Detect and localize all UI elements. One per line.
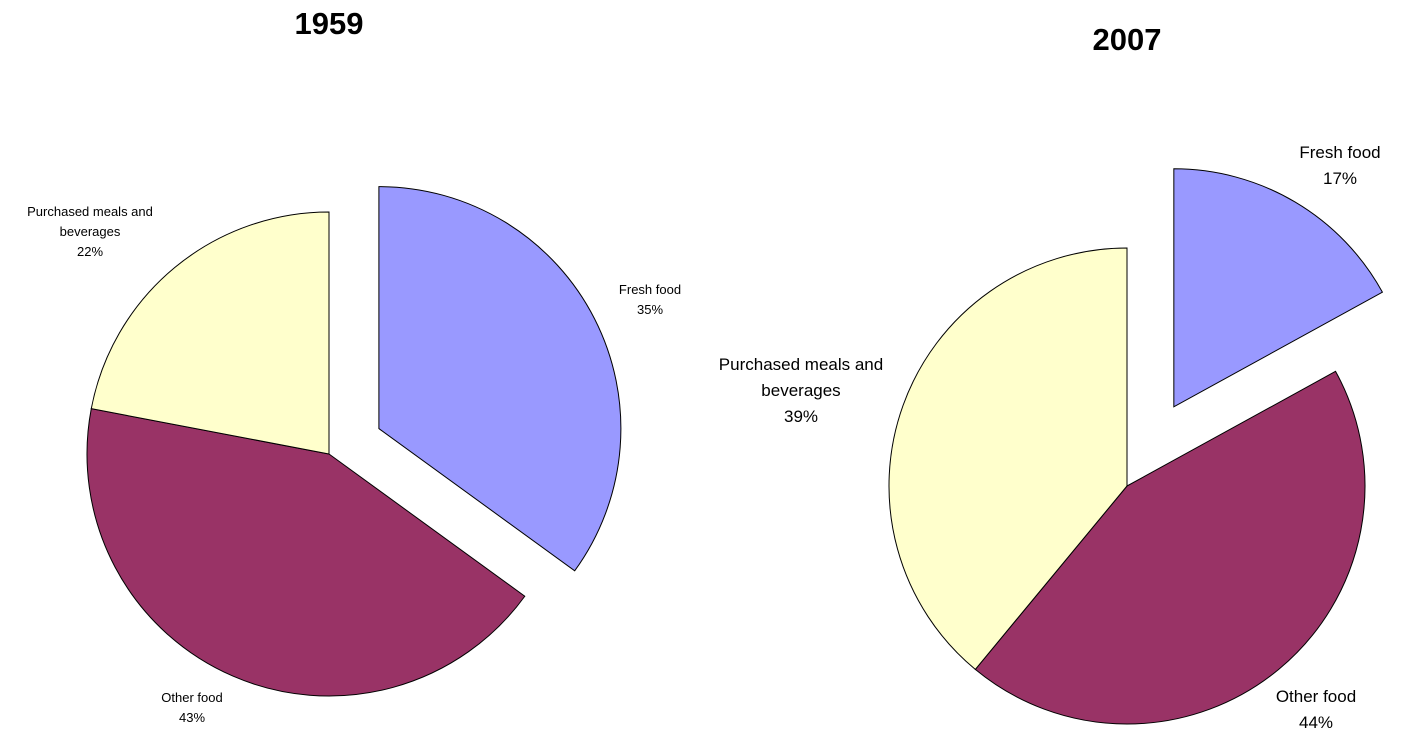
- pie-slice-fresh-food-2007: [1173, 168, 1384, 408]
- chart-title-2007: 2007: [1093, 22, 1162, 57]
- pie-slices-1959: [86, 186, 622, 697]
- slice-label-value: 17%: [1323, 169, 1357, 188]
- slice-label-purchased-meals-2007: Purchased meals and beverages 39%: [719, 355, 883, 426]
- pie-slice-purchased-meals-and-beverages-2007: [888, 247, 1128, 671]
- slice-label-value: 35%: [637, 302, 663, 317]
- slice-label-name-line2: beverages: [60, 224, 121, 239]
- slice-label-fresh-food-2007: Fresh food 17%: [1299, 143, 1380, 188]
- slice-label-value: 39%: [784, 407, 818, 426]
- slice-label-name-line1: Purchased meals and: [27, 204, 153, 219]
- pie-slice-other-food-2007: [974, 370, 1366, 725]
- slice-label-name-line2: beverages: [761, 381, 840, 400]
- slice-label-value: 22%: [77, 244, 103, 259]
- slice-label-name-line1: Purchased meals and: [719, 355, 883, 374]
- slice-label-name: Other food: [161, 690, 222, 705]
- slice-label-value: 43%: [179, 710, 205, 725]
- pie-slice-fresh-food-1959: [378, 186, 622, 572]
- chart-title-1959: 1959: [295, 6, 364, 41]
- slice-label-purchased-meals-1959: Purchased meals and beverages 22%: [27, 204, 153, 259]
- slice-label-name: Fresh food: [619, 282, 681, 297]
- slice-label-value: 44%: [1299, 713, 1333, 731]
- slice-label-name: Other food: [1276, 687, 1356, 706]
- pie-chart-2007: 2007 Fresh food 17% Other food 44% Purch…: [719, 22, 1384, 731]
- pie-slice-other-food-1959: [86, 408, 526, 697]
- pie-slices-2007: [888, 168, 1384, 725]
- slice-label-fresh-food-1959: Fresh food 35%: [619, 282, 681, 317]
- pie-chart-1959: 1959 Fresh food 35% Other food 43% Purch…: [27, 6, 681, 725]
- pie-slice-purchased-meals-and-beverages-1959: [90, 211, 330, 455]
- slice-label-other-food-2007: Other food 44%: [1276, 687, 1356, 731]
- slice-label-other-food-1959: Other food 43%: [161, 690, 222, 725]
- slice-label-name: Fresh food: [1299, 143, 1380, 162]
